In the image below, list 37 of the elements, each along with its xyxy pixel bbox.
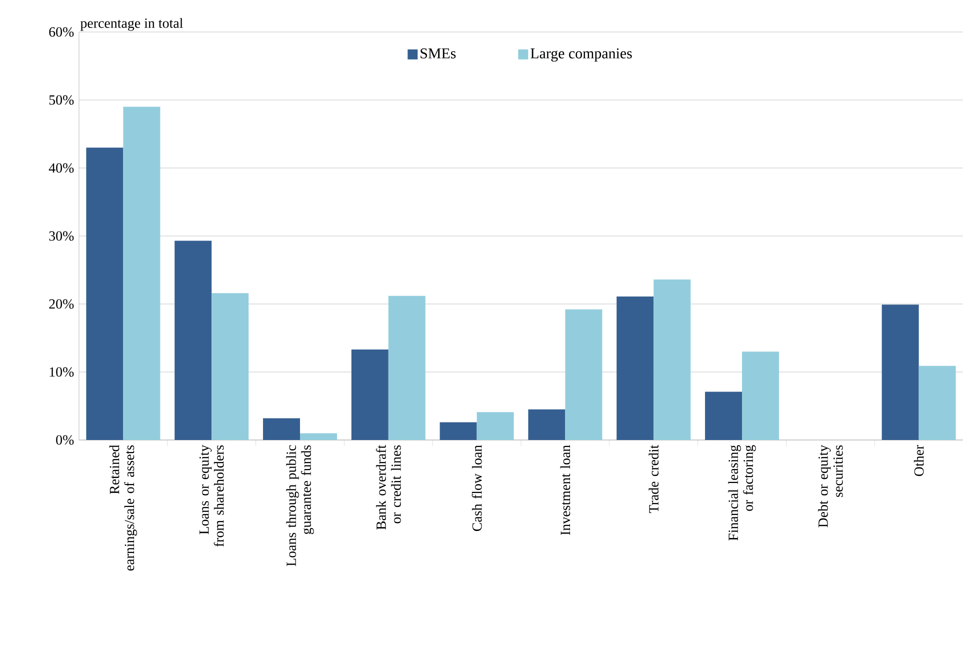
bar [918,366,956,440]
bar [174,240,212,440]
x-tick-label: Financial leasing or factoring [728,445,756,540]
x-tick-label: Investment loan [560,445,570,535]
x-tick-label: Retained earnings/sale of assets [109,444,138,571]
bar [654,280,691,440]
bar [565,309,602,440]
bar [300,433,338,440]
y-tick-label: 20% [49,299,74,309]
bar [212,293,249,440]
bar [742,352,780,440]
y-tick-label: 40% [48,163,74,173]
bar [882,304,919,440]
x-tick-label: Other [914,444,924,476]
legend-label: Large companies [530,48,632,62]
bar [351,350,388,440]
bar [86,148,124,440]
x-tick-label: Bank overdraft or credit lines [376,444,401,530]
y-tick-label: 60% [49,27,74,37]
y-tick-label: 10% [50,367,74,377]
y-tick-label: 30% [49,231,74,241]
bar [388,296,426,440]
bar [528,409,566,440]
x-tick-label: Loans or equity from shareholders [199,444,224,547]
legend-label: SMEs [420,48,456,58]
y-axis-title: percentage in total [80,18,183,31]
bar [123,106,160,440]
x-tick-label: Debt or equity securities [818,444,843,528]
bar [440,422,477,440]
x-tick-label: Trade credit [648,444,659,514]
bar [476,412,514,440]
y-tick-label: 0% [56,435,74,445]
y-tick-label: 50% [49,95,74,105]
x-tick-label: Cash flow loan [472,445,482,532]
bar [616,296,654,440]
bar [263,418,300,440]
bar [705,392,742,440]
